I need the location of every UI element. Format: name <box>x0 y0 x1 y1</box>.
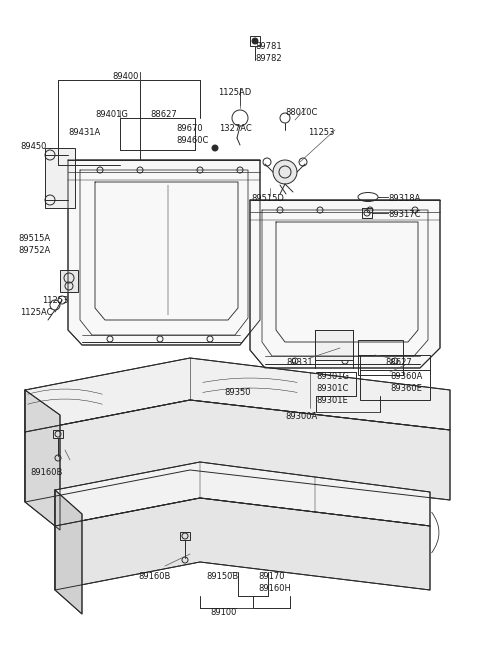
Bar <box>358 340 403 375</box>
Text: 89752A: 89752A <box>18 246 50 255</box>
Text: 1327AC: 1327AC <box>219 124 252 133</box>
Text: 89301G: 89301G <box>316 372 349 381</box>
Text: 89331: 89331 <box>286 358 312 367</box>
Text: 1125AC: 1125AC <box>20 308 52 317</box>
Text: 89160H: 89160H <box>258 584 291 593</box>
Polygon shape <box>25 358 450 432</box>
Text: 89317C: 89317C <box>388 210 420 219</box>
Polygon shape <box>25 390 60 530</box>
Text: 89300A: 89300A <box>285 412 317 421</box>
Text: 11253: 11253 <box>308 128 335 137</box>
Bar <box>180 532 190 540</box>
Bar <box>360 355 430 400</box>
Circle shape <box>212 145 218 151</box>
Circle shape <box>252 38 258 44</box>
Text: 89150B: 89150B <box>206 572 238 581</box>
Text: 89431A: 89431A <box>68 128 100 137</box>
Text: 89460C: 89460C <box>176 136 208 145</box>
Text: 88627: 88627 <box>150 110 177 119</box>
Text: 89301E: 89301E <box>316 396 348 405</box>
Text: 89401G: 89401G <box>95 110 128 119</box>
Text: 89170: 89170 <box>258 572 285 581</box>
Polygon shape <box>68 160 260 345</box>
Polygon shape <box>55 490 82 614</box>
Polygon shape <box>55 462 430 526</box>
Polygon shape <box>250 200 440 368</box>
Text: 89350: 89350 <box>224 388 251 397</box>
Bar <box>45 148 75 208</box>
Text: 89450: 89450 <box>20 142 47 151</box>
Text: 89160B: 89160B <box>138 572 170 581</box>
Polygon shape <box>55 498 430 590</box>
Bar <box>250 36 260 46</box>
Text: 11253: 11253 <box>42 296 68 305</box>
Text: 89318A: 89318A <box>388 194 420 203</box>
Text: 88010C: 88010C <box>285 108 317 117</box>
Bar <box>53 430 63 438</box>
Text: 89515D: 89515D <box>251 194 284 203</box>
Bar <box>315 330 353 360</box>
Text: 1125AD: 1125AD <box>218 88 251 97</box>
Text: 89400: 89400 <box>112 72 138 81</box>
Circle shape <box>273 160 297 184</box>
Text: 89360A: 89360A <box>390 372 422 381</box>
Text: 89100: 89100 <box>210 608 236 617</box>
Text: 89782: 89782 <box>255 54 282 63</box>
Text: 89781: 89781 <box>255 42 282 51</box>
Text: 88627: 88627 <box>385 358 412 367</box>
Bar <box>60 270 78 292</box>
Text: 89360E: 89360E <box>390 384 422 393</box>
Text: 89160B: 89160B <box>30 468 62 477</box>
Polygon shape <box>25 400 450 502</box>
Text: 89515A: 89515A <box>18 234 50 243</box>
Text: 89301C: 89301C <box>316 384 348 393</box>
Text: 89670: 89670 <box>176 124 203 133</box>
